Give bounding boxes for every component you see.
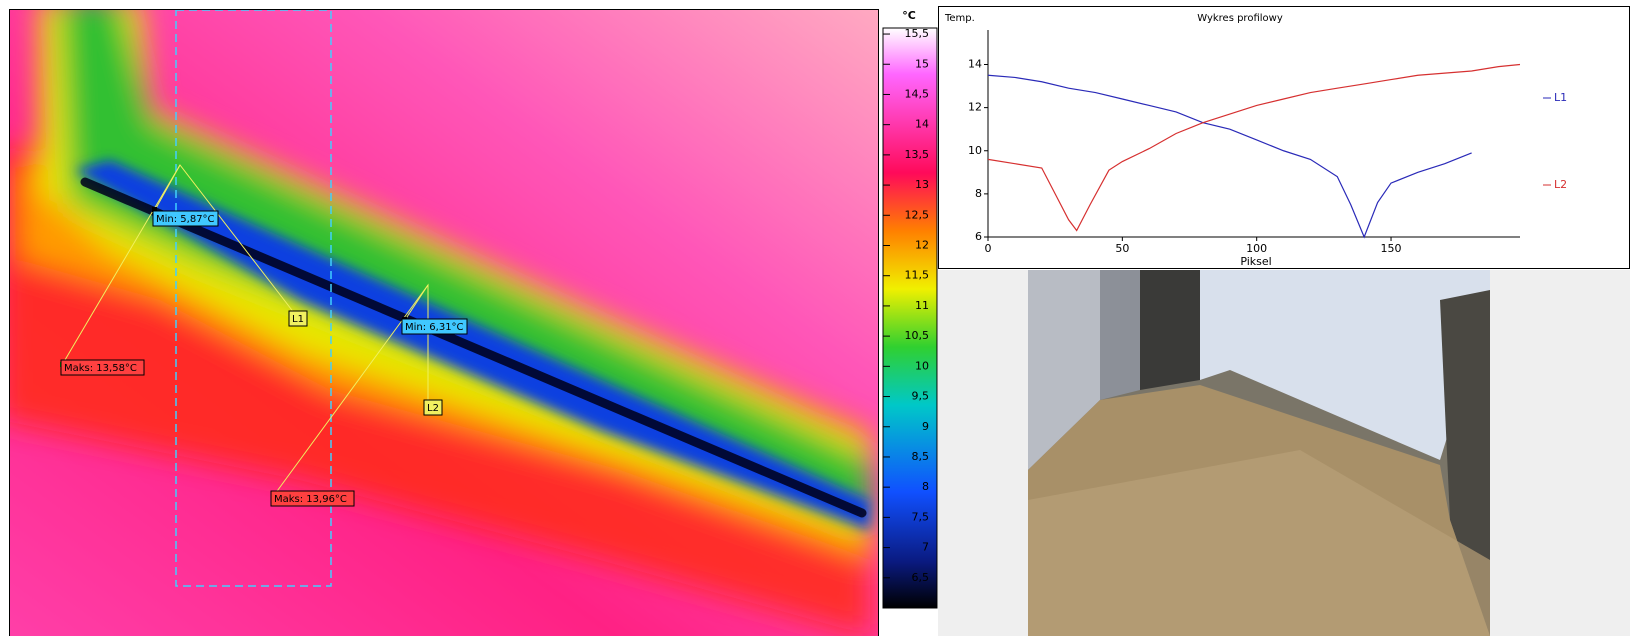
scale-tick-label: 9 — [922, 420, 929, 433]
thermal-image: Min: 5,87°C Maks: 13,58°C Min: 6,31°C Ma… — [0, 0, 880, 636]
scale-tick-label: 15,5 — [905, 27, 930, 40]
screen: Min: 5,87°C Maks: 13,58°C Min: 6,31°C Ma… — [0, 0, 1630, 636]
scale-tick-label: 8 — [922, 480, 929, 493]
y-tick-label: 8 — [975, 187, 982, 200]
scale-tick-label: 10 — [915, 359, 929, 372]
legend-label: L1 — [1554, 91, 1567, 104]
y-tick-label: 12 — [968, 101, 982, 114]
scale-tick-label: 12,5 — [905, 208, 930, 221]
line-label: L1 — [292, 314, 304, 325]
marker-label: Maks: 13,96°C — [274, 494, 347, 505]
x-axis-label: Piksel — [1240, 255, 1271, 268]
page: { "thermal_image": { "markers": [ {"labe… — [0, 0, 1630, 636]
scale-tick-label: 6,5 — [912, 571, 930, 584]
scale-tick-label: 8,5 — [912, 450, 930, 463]
x-tick-label: 0 — [985, 242, 992, 255]
y-axis-label: Temp. — [944, 13, 975, 24]
y-tick-label: 10 — [968, 144, 982, 157]
legend-label: L2 — [1554, 178, 1567, 191]
scale-tick-label: 9,5 — [912, 390, 930, 403]
scale-tick-label: 13 — [915, 178, 929, 191]
scale-tick-label: 10,5 — [905, 329, 930, 342]
chart-title: Wykres profilowy — [1197, 13, 1283, 24]
scale-tick-label: 11,5 — [905, 269, 930, 282]
scale-tick-label: 11 — [915, 299, 929, 312]
photo — [938, 270, 1630, 636]
scale-tick-label: 12 — [915, 239, 929, 252]
x-tick-label: 50 — [1115, 242, 1129, 255]
x-tick-label: 150 — [1381, 242, 1402, 255]
x-tick-label: 100 — [1246, 242, 1267, 255]
marker-label: Min: 6,31°C — [405, 322, 464, 333]
y-tick-label: 6 — [975, 230, 982, 243]
line-label: L2 — [427, 403, 439, 414]
scale-tick-label: 14,5 — [905, 87, 930, 100]
scale-unit: °C — [902, 9, 916, 22]
marker-label: Min: 5,87°C — [156, 214, 215, 225]
y-tick-label: 14 — [968, 58, 982, 71]
color-scale: °C 15,5 15 14,5 14 13,5 13 12,5 12 11,5 11 10,5 10 9… — [880, 0, 938, 636]
scale-tick-label: 14 — [915, 118, 929, 131]
scale-tick-label: 13,5 — [905, 148, 930, 161]
scale-tick-label: 7,5 — [912, 510, 930, 523]
chart-panel — [939, 7, 1630, 269]
scale-tick-label: 7 — [922, 541, 929, 554]
scale-tick-label: 15 — [915, 57, 929, 70]
marker-label: Maks: 13,58°C — [64, 363, 137, 374]
